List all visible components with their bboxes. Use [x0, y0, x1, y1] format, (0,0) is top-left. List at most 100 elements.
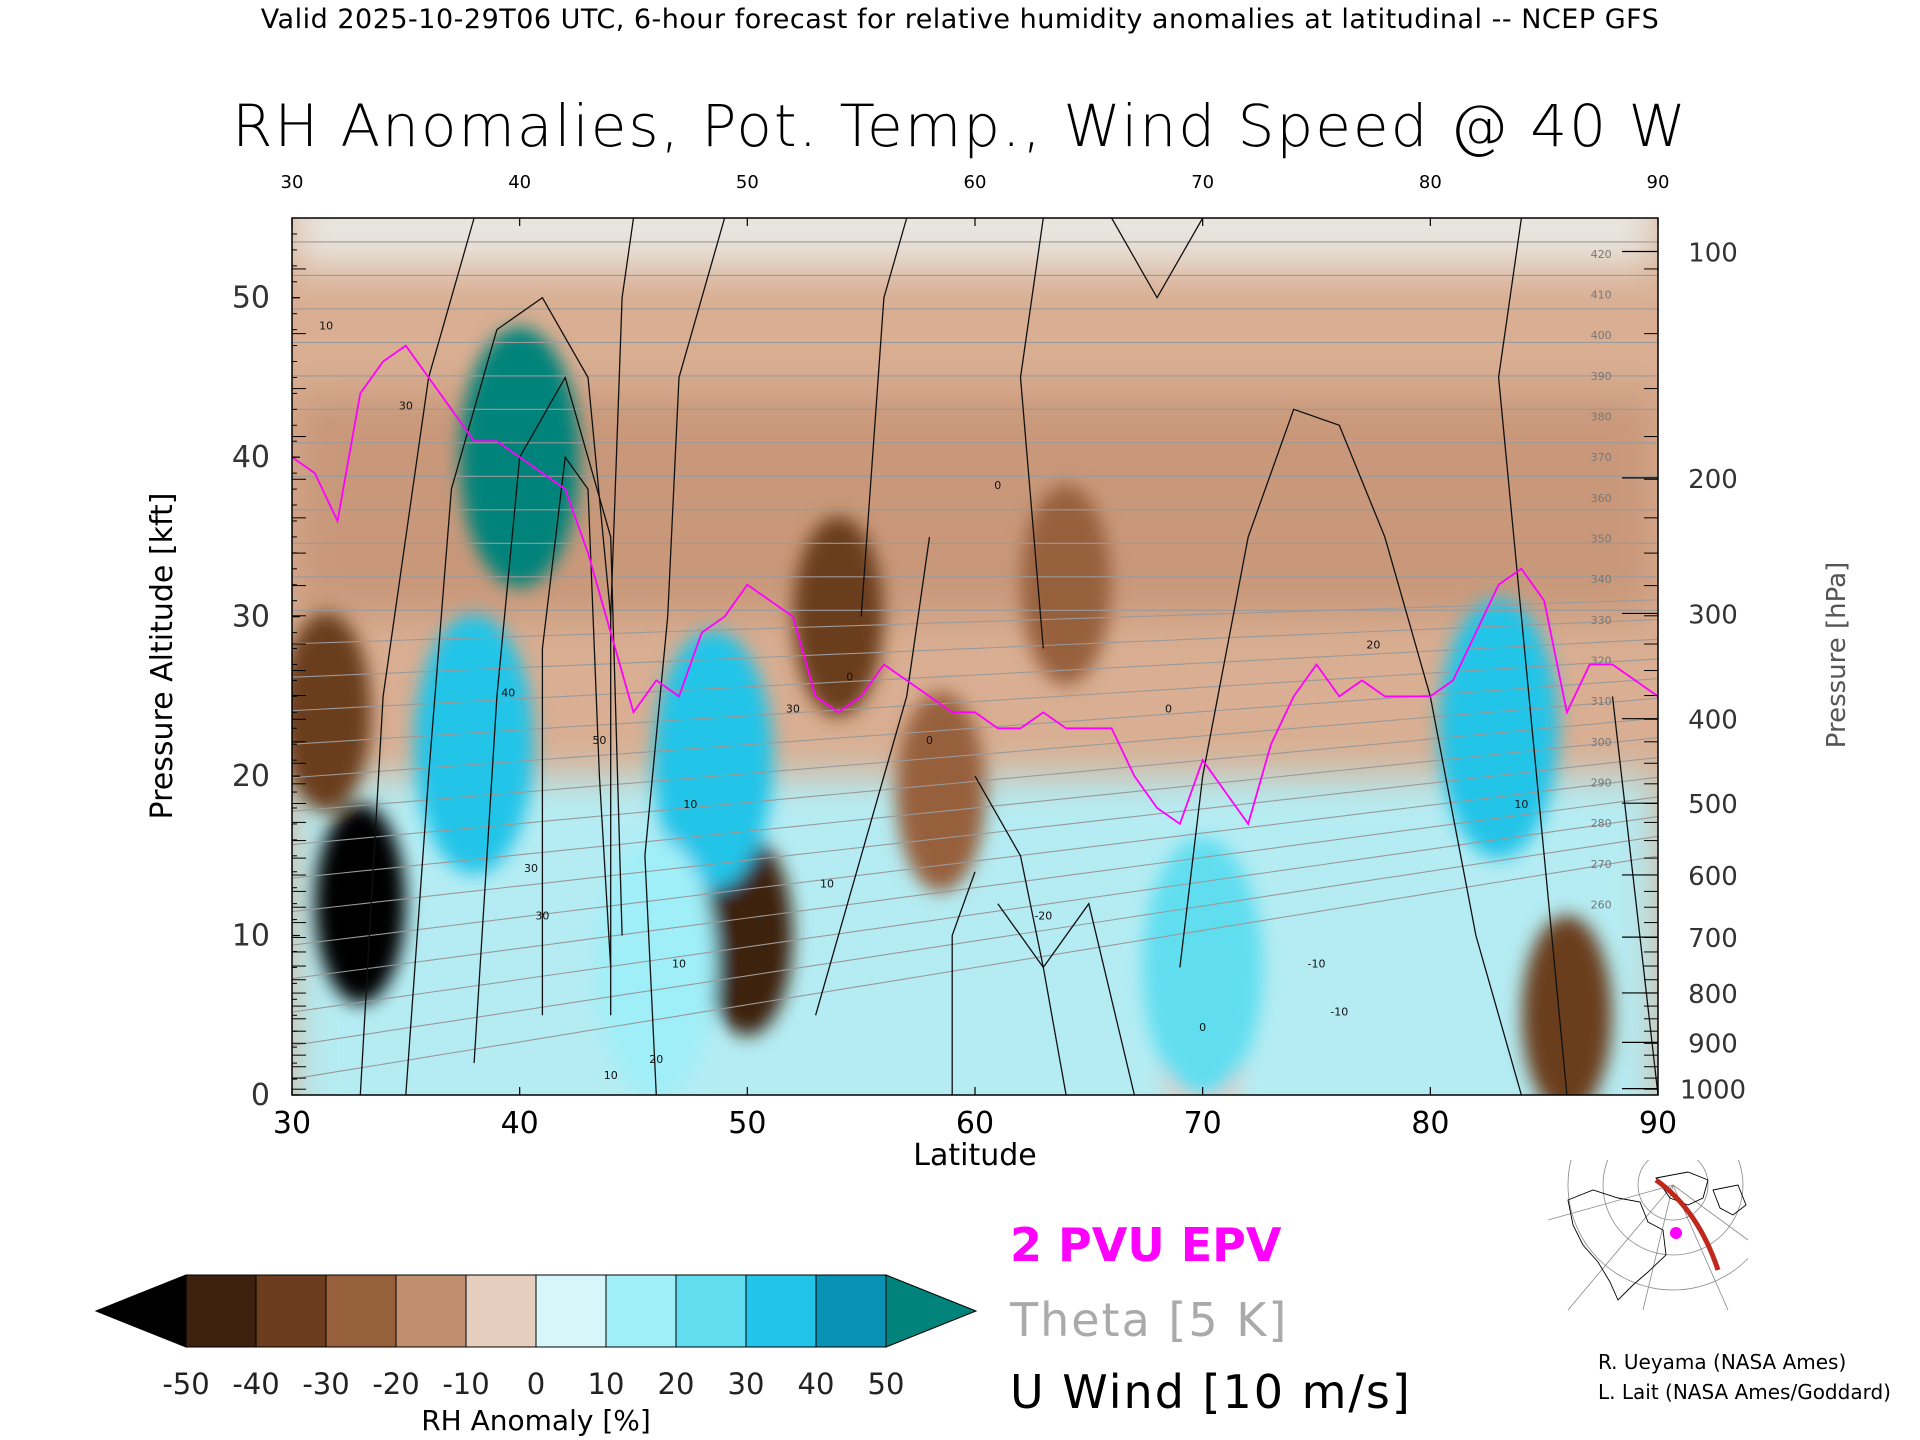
u-wind-label: -10: [1308, 957, 1326, 970]
y-axis-label-left: Pressure Altitude [kft]: [145, 493, 180, 820]
locator-map: [1548, 1160, 1748, 1310]
theta-label: 330: [1591, 614, 1612, 627]
x-tick-label: 70: [1184, 1106, 1222, 1141]
x-tick-label-top: 50: [736, 172, 759, 193]
theta-contours: 4204104003903803703603503403303203103002…: [292, 241, 1658, 1080]
colorbar-segment: [395, 1274, 467, 1348]
colorbar-tick-label: 0: [527, 1367, 545, 1401]
u-wind-contour: [997, 902, 1136, 1095]
legend-theta: Theta [5 K]: [1010, 1293, 1289, 1347]
colorbar-segment: [465, 1274, 537, 1348]
y-tick-label: 0: [251, 1078, 270, 1113]
theta-label: 290: [1591, 776, 1612, 789]
theta-label: 390: [1591, 370, 1612, 383]
colorbar-tick-label: -30: [302, 1367, 349, 1401]
pressure-tick-label: 600: [1688, 862, 1738, 892]
x-tick-label: 40: [501, 1106, 539, 1141]
colorbar-segment: [815, 1274, 887, 1348]
theta-label: 350: [1591, 532, 1612, 545]
theta-contour: [292, 796, 1658, 980]
x-tick-label: 30: [273, 1106, 311, 1141]
u-wind-label: 30: [399, 399, 413, 412]
theta-contour: [292, 618, 1658, 678]
u-wind-contours: 10 10 30 40 50 30 30 20 10 10 10 0 0 0 0 0 -10 -10 -20 20 10…: [319, 218, 1658, 1095]
u-wind-contour: [473, 375, 623, 1064]
colorbar-tick-label: -10: [442, 1367, 489, 1401]
y-tick-label: 50: [232, 281, 270, 316]
u-wind-label: 10: [820, 878, 834, 891]
pressure-tick-label: 800: [1688, 980, 1738, 1010]
x-tick-label: 80: [1411, 1106, 1449, 1141]
theta-contour: [292, 697, 1658, 812]
colorbar-tick-label: 50: [868, 1367, 905, 1401]
x-tick-label-top: 70: [1191, 172, 1214, 193]
credit-line-1: R. Ueyama (NASA Ames): [1598, 1350, 1847, 1374]
anomaly-moist: [596, 837, 717, 1095]
x-tick-label-top: 60: [964, 172, 987, 193]
pressure-tick-label: 700: [1688, 924, 1738, 954]
theta-contour: [292, 816, 1658, 1013]
u-wind-label: 30: [524, 862, 538, 875]
x-tick-label-top: 40: [508, 172, 531, 193]
colorbar-arrow-low: [94, 1274, 187, 1348]
theta-label: 320: [1591, 654, 1612, 667]
u-wind-label: 0: [926, 734, 933, 747]
anomaly-moist: [414, 614, 535, 875]
theta-contour: [292, 638, 1658, 712]
axes: 3030404050506060707080809090010203040501…: [232, 172, 1746, 1141]
u-wind-contour: [1111, 218, 1204, 300]
pressure-tick-label: 200: [1688, 465, 1738, 495]
colorbar-segment: [325, 1274, 397, 1348]
colorbar-label: RH Anomaly [%]: [421, 1404, 651, 1437]
u-wind-contour: [1179, 408, 1523, 1095]
u-wind-label: 0: [994, 479, 1001, 492]
u-wind-label: 10: [319, 320, 333, 333]
u-wind-contour: [1019, 218, 1044, 649]
u-wind-label: 20: [1366, 639, 1380, 652]
u-wind-contour: [644, 218, 726, 1095]
u-wind-contour: [974, 775, 1067, 1095]
x-tick-label: 90: [1639, 1106, 1677, 1141]
anomaly-moist: [1142, 837, 1263, 1095]
colorbar-tick-label: -40: [232, 1367, 279, 1401]
pressure-tick-label: 300: [1688, 600, 1738, 630]
u-wind-contour: [541, 455, 612, 1016]
u-wind-label: 40: [501, 686, 515, 699]
colorbar-segment: [185, 1274, 257, 1348]
theta-contour: [292, 756, 1658, 913]
x-tick-label: 60: [956, 1106, 994, 1141]
u-wind-contour: [860, 218, 908, 617]
colorbar-segment: [255, 1274, 327, 1348]
epv-line: [292, 344, 1658, 826]
theta-label: 260: [1591, 898, 1612, 911]
anomaly-dry: [1521, 915, 1612, 1095]
x-tick-label: 50: [728, 1106, 766, 1141]
theta-label: 340: [1591, 573, 1612, 586]
theta-label: 420: [1591, 248, 1612, 261]
theta-label: 310: [1591, 695, 1612, 708]
pressure-tick-label: 1000: [1680, 1076, 1746, 1106]
anomaly-dry: [793, 516, 884, 717]
theta-contour: [292, 737, 1658, 879]
u-wind-contour: [405, 296, 612, 1095]
u-wind-label: 10: [672, 957, 686, 970]
legend-epv: 2 PVU EPV: [1010, 1218, 1282, 1272]
theta-contour: [292, 835, 1658, 1047]
colorbar-tick-label: 20: [658, 1367, 695, 1401]
legend-wind: U Wind [10 m/s]: [1010, 1365, 1412, 1419]
u-wind-label: -20: [1034, 910, 1052, 923]
y-tick-label: 20: [232, 759, 270, 794]
u-wind-label: -10: [1330, 1005, 1348, 1018]
theta-label: 380: [1591, 411, 1612, 424]
pressure-tick-label: 100: [1688, 238, 1738, 268]
upper-neutral-band: [292, 218, 1658, 268]
rh-anomaly-field: [292, 218, 1658, 1095]
colorbar: -50 -40 -30 -20 -10 0 10 20 30 40 50: [94, 1274, 978, 1401]
y-tick-label: 40: [232, 440, 270, 475]
x-axis-label: Latitude: [913, 1138, 1036, 1173]
colorbar-arrow-high: [885, 1274, 978, 1348]
theta-label: 360: [1591, 492, 1612, 505]
u-wind-contour: [1611, 696, 1658, 1095]
colorbar-tick-label: 40: [798, 1367, 835, 1401]
colorbar-tick-label: -50: [162, 1367, 209, 1401]
